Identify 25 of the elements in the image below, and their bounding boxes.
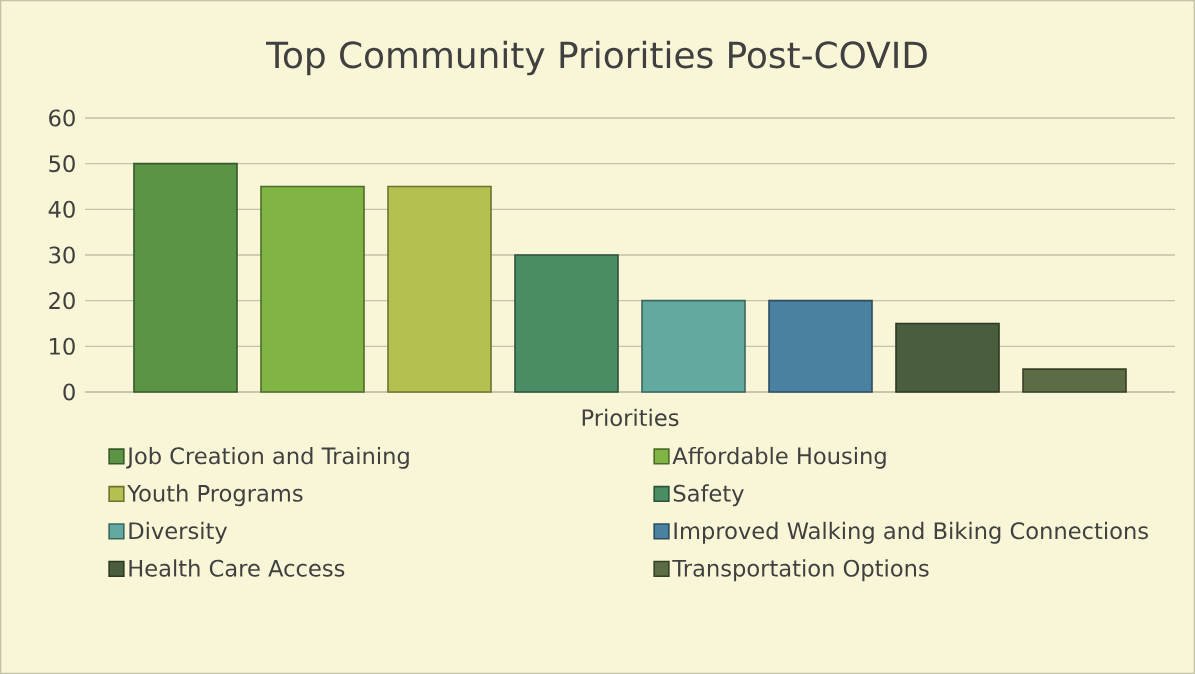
bar: [387, 185, 492, 393]
legend-label: Job Creation and Training: [126, 446, 409, 469]
legend-label: Safety: [673, 484, 744, 507]
y-tick-label: 30: [49, 246, 75, 264]
legend-label: Affordable Housing: [672, 446, 886, 469]
y-tick-label: 60: [49, 109, 75, 127]
legend-label: Health Care Access: [129, 559, 345, 577]
bar: [133, 162, 238, 393]
legend-label: Improved Walking and Biking Connections: [674, 521, 1148, 544]
bar: [641, 299, 746, 393]
legend-label: Diversity: [129, 521, 228, 544]
bar: [1022, 368, 1127, 393]
bar: [260, 185, 365, 393]
y-tick-label: 0: [63, 383, 75, 401]
chart-title: Top Community Priorities Post-COVID: [266, 40, 927, 76]
y-tick-label: 10: [50, 337, 75, 355]
x-tick-label: Priorities: [582, 408, 679, 427]
y-tick-label: 20: [49, 292, 75, 310]
bar: [514, 254, 619, 393]
bar: [768, 299, 873, 393]
legend-label: Youth Programs: [127, 484, 303, 507]
y-tick-label: 50: [49, 155, 75, 173]
bar: [895, 322, 1000, 393]
y-tick-label: 40: [48, 200, 75, 218]
legend-label: Transportation Options: [672, 559, 929, 582]
